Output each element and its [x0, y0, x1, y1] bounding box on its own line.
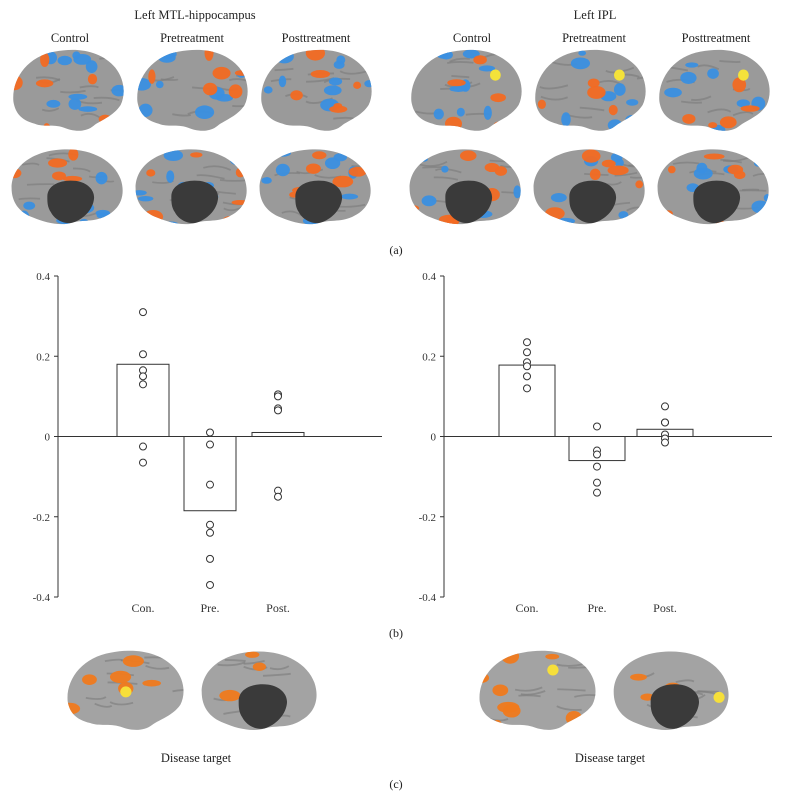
col-label: Posttreatment [681, 31, 751, 45]
brain-medial-view [533, 149, 645, 225]
y-tick-label: -0.2 [419, 512, 436, 524]
col-label: Control [50, 31, 90, 45]
brain-medial-view [201, 651, 317, 730]
data-point [206, 428, 214, 437]
data-point [661, 418, 669, 427]
data-point [206, 520, 214, 529]
brain-medial-view [613, 651, 729, 730]
brain-medial-view [657, 149, 769, 225]
brain-lateral-view [659, 49, 770, 131]
data-point [139, 350, 147, 359]
panel-label-a: (a) [389, 243, 403, 257]
data-point [523, 338, 531, 347]
data-point [206, 440, 214, 449]
y-tick-label: 0.4 [36, 271, 50, 283]
data-point [523, 384, 531, 393]
panel-label-c: (c) [389, 777, 403, 791]
data-point [274, 406, 282, 415]
panel-label-b: (b) [389, 626, 403, 640]
y-tick-label: 0 [431, 432, 437, 444]
caption-disease-target: Disease target [160, 751, 232, 765]
data-point [139, 380, 147, 389]
category-label: Post. [653, 601, 677, 615]
data-point [206, 480, 214, 489]
data-point [206, 580, 214, 589]
bar [251, 431, 305, 438]
col-label: Control [452, 31, 492, 45]
brain-medial-view [135, 149, 247, 225]
data-point [206, 554, 214, 563]
bar-chart-left: 0.4 0.2 0 -0.2 -0.4 Con. Pre. Post. [33, 271, 382, 615]
category-label: Pre. [201, 601, 220, 615]
y-tick-label: 0.4 [422, 271, 436, 283]
data-point [593, 488, 601, 497]
brain-lateral-view [411, 49, 522, 131]
data-point [139, 442, 147, 451]
data-point [523, 362, 531, 371]
y-tick-label: -0.4 [419, 592, 437, 604]
data-point [139, 458, 147, 467]
y-tick-label: -0.4 [33, 592, 51, 604]
bar-chart-right: 0.4 0.2 0 -0.2 -0.4 Con. Pre. Post. [419, 271, 772, 615]
group-title-ipl: Left IPL [573, 8, 617, 22]
data-point [523, 348, 531, 357]
brain-lateral-view [137, 49, 248, 131]
data-point [523, 372, 531, 381]
data-point [139, 372, 147, 381]
data-point [274, 392, 282, 401]
data-point [593, 478, 601, 487]
category-label: Pre. [588, 601, 607, 615]
col-label: Pretreatment [562, 31, 626, 45]
brain-lateral-view [67, 650, 184, 730]
data-point [593, 422, 601, 431]
bar [183, 436, 237, 512]
data-point [206, 528, 214, 537]
data-point [593, 450, 601, 459]
data-point [593, 462, 601, 471]
brain-medial-view [11, 149, 123, 225]
brain-lateral-view [13, 49, 124, 131]
col-label: Posttreatment [281, 31, 351, 45]
brain-lateral-view [479, 650, 596, 730]
y-tick-label: 0 [45, 432, 51, 444]
data-point [661, 402, 669, 411]
y-tick-label: -0.2 [33, 512, 50, 524]
category-label: Con. [131, 601, 154, 615]
brain-medial-view [259, 149, 371, 225]
category-label: Con. [515, 601, 538, 615]
col-label: Pretreatment [160, 31, 224, 45]
data-point [661, 438, 669, 447]
y-tick-label: 0.2 [422, 351, 436, 363]
caption-disease-target: Disease target [574, 751, 646, 765]
y-tick-label: 0.2 [36, 351, 50, 363]
brain-medial-view [409, 149, 521, 225]
brain-lateral-view [535, 49, 646, 131]
brain-lateral-view [261, 49, 372, 131]
data-point [139, 308, 147, 317]
category-label: Post. [266, 601, 290, 615]
group-title-mtl: Left MTL-hippocampus [134, 8, 256, 22]
data-point [274, 492, 282, 501]
